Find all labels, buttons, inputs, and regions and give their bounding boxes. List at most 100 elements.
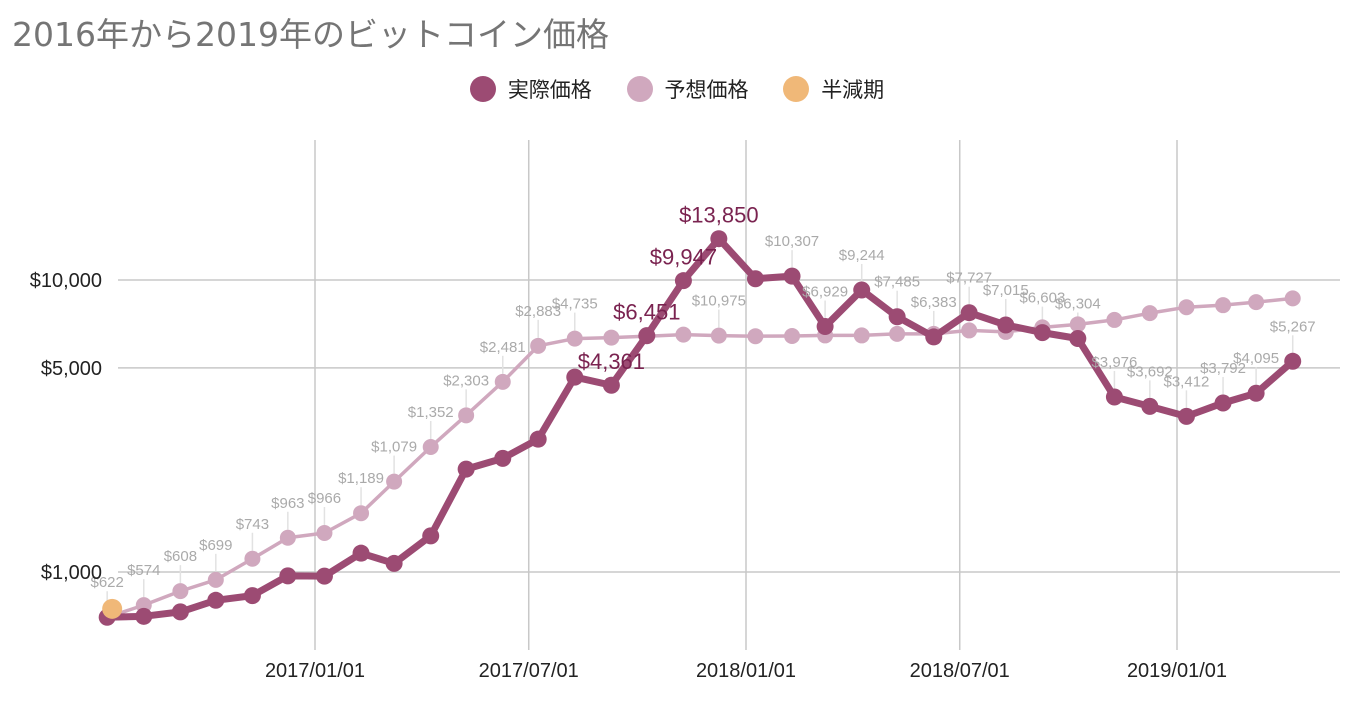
data-label: $3,412	[1164, 373, 1210, 390]
legend-label-actual: 実際価格	[507, 78, 592, 102]
forecast-point[interactable]	[1069, 316, 1086, 333]
actual-point[interactable]	[243, 587, 261, 605]
forecast-point[interactable]	[172, 583, 189, 600]
actual-point[interactable]	[1141, 397, 1159, 415]
data-label: $10,975	[692, 293, 746, 310]
forecast-point[interactable]	[1178, 299, 1195, 316]
forecast-point[interactable]	[530, 337, 547, 354]
actual-point[interactable]	[1105, 388, 1123, 406]
data-label: $4,361	[578, 349, 645, 374]
legend-swatch-forecast	[626, 76, 653, 102]
actual-point[interactable]	[674, 272, 692, 290]
forecast-point[interactable]	[386, 473, 403, 490]
data-label: $10,307	[765, 233, 819, 250]
actual-point[interactable]	[279, 567, 297, 585]
legend-item-halving[interactable]: 半減期	[783, 74, 884, 104]
data-label: $7,485	[874, 274, 920, 291]
data-label: $4,735	[552, 296, 598, 313]
y-tick-label: $1,000	[41, 562, 102, 584]
legend-item-actual[interactable]: 実際価格	[469, 74, 592, 104]
forecast-point[interactable]	[316, 525, 333, 542]
actual-point[interactable]	[602, 376, 620, 394]
forecast-point[interactable]	[961, 322, 978, 339]
legend-label-forecast: 予想価格	[664, 78, 749, 102]
x-tick-label: 2018/01/01	[696, 660, 796, 682]
actual-point[interactable]	[783, 267, 801, 285]
actual-point[interactable]	[746, 270, 764, 288]
forecast-point[interactable]	[784, 328, 801, 345]
data-label: $6,451	[613, 300, 680, 325]
actual-point[interactable]	[1214, 394, 1232, 412]
forecast-point[interactable]	[747, 328, 764, 345]
forecast-point[interactable]	[1248, 294, 1265, 311]
data-label: $4,095	[1233, 350, 1279, 367]
forecast-line	[106, 296, 1293, 619]
actual-point[interactable]	[135, 607, 153, 625]
data-label: $2,303	[443, 372, 489, 389]
actual-point[interactable]	[710, 230, 728, 248]
axes: $1,000 $5,000 $10,000 2017/01/01 2017/07/01 2…	[30, 270, 1227, 682]
forecast-point[interactable]	[422, 438, 439, 455]
data-label: $622	[90, 574, 123, 591]
data-label: $7,015	[983, 282, 1029, 299]
forecast-point[interactable]	[603, 329, 620, 346]
data-label: $6,304	[1055, 296, 1101, 313]
series-halving	[102, 598, 123, 619]
actual-point[interactable]	[638, 327, 656, 345]
forecast-point[interactable]	[710, 327, 727, 344]
legend-label-halving: 半減期	[821, 78, 885, 102]
actual-point[interactable]	[1033, 324, 1051, 342]
actual-point[interactable]	[422, 527, 440, 545]
actual-point[interactable]	[1177, 407, 1195, 425]
actual-point[interactable]	[1284, 352, 1302, 370]
forecast-point[interactable]	[1284, 290, 1301, 307]
actual-point[interactable]	[494, 449, 512, 467]
actual-point[interactable]	[457, 460, 475, 478]
actual-point[interactable]	[566, 368, 584, 386]
actual-point[interactable]	[925, 328, 943, 346]
data-label: $3,692	[1127, 363, 1173, 380]
forecast-point[interactable]	[853, 327, 870, 344]
forecast-point[interactable]	[279, 529, 296, 546]
y-tick-label: $5,000	[41, 358, 102, 380]
forecast-point[interactable]	[353, 505, 370, 522]
forecast-point[interactable]	[494, 373, 511, 390]
actual-point[interactable]	[997, 316, 1015, 334]
data-label: $3,976	[1091, 354, 1137, 371]
actual-point[interactable]	[315, 567, 333, 585]
data-label: $6,929	[802, 284, 848, 301]
actual-point[interactable]	[960, 304, 978, 322]
data-label: $7,727	[946, 270, 992, 287]
data-label: $3,792	[1200, 360, 1246, 377]
actual-point[interactable]	[352, 544, 370, 562]
forecast-point[interactable]	[1215, 297, 1232, 314]
forecast-point[interactable]	[244, 550, 261, 567]
actual-point[interactable]	[385, 554, 403, 572]
x-tick-label: 2017/07/01	[479, 660, 579, 682]
actual-point[interactable]	[816, 318, 834, 336]
forecast-point[interactable]	[889, 325, 906, 342]
data-label: $2,481	[480, 339, 526, 356]
halving-point[interactable]	[102, 598, 123, 619]
actual-point[interactable]	[1247, 384, 1265, 402]
forecast-point[interactable]	[566, 330, 583, 347]
forecast-point[interactable]	[207, 571, 224, 588]
forecast-point[interactable]	[1106, 311, 1123, 328]
legend-item-forecast[interactable]: 予想価格	[626, 74, 749, 104]
actual-point[interactable]	[1069, 330, 1087, 348]
actual-line	[107, 235, 1296, 621]
forecast-point[interactable]	[458, 407, 475, 424]
data-label: $1,352	[408, 404, 454, 421]
legend-swatch-actual	[469, 76, 496, 102]
actual-point[interactable]	[853, 281, 871, 299]
forecast-point[interactable]	[675, 326, 692, 343]
forecast-point[interactable]	[1141, 305, 1158, 322]
data-label: $9,244	[839, 247, 885, 264]
actual-point[interactable]	[171, 603, 189, 621]
chart-title: 2016年から2019年のビットコイン価格	[12, 15, 609, 54]
actual-point[interactable]	[207, 591, 225, 609]
actual-point[interactable]	[529, 430, 547, 448]
y-tick-label: $10,000	[30, 270, 102, 292]
actual-point[interactable]	[888, 308, 906, 326]
